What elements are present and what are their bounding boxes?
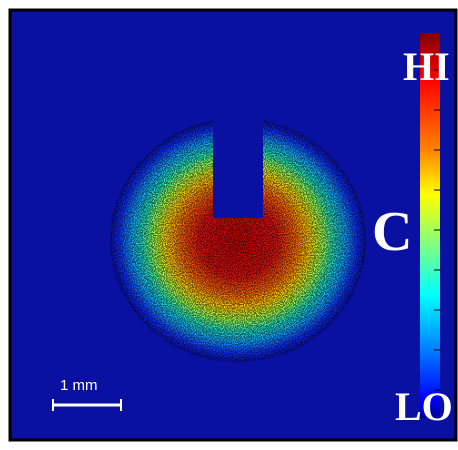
center-label: C	[372, 201, 412, 263]
scale-bar-label: 1 mm	[60, 377, 98, 394]
high-label: HI	[403, 44, 450, 89]
speckle	[110, 118, 366, 362]
scale-bar	[52, 399, 122, 411]
colorbar-ticks	[434, 69, 440, 391]
low-label: LO	[395, 384, 453, 429]
notch	[213, 98, 263, 218]
colorbar	[420, 33, 440, 418]
